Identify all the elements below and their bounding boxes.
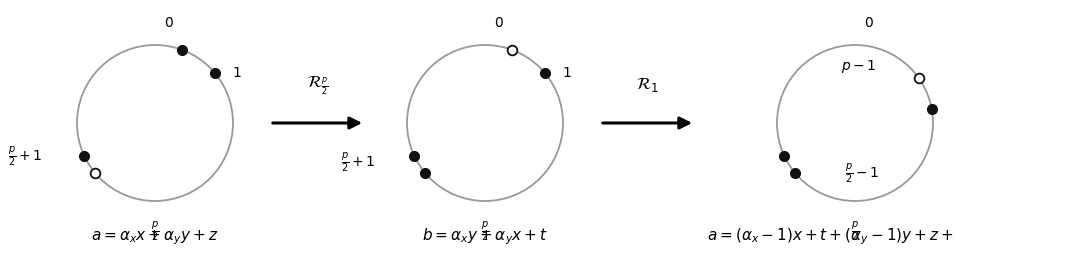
Text: 0: 0: [164, 16, 173, 30]
Text: $p-1$: $p-1$: [841, 58, 876, 75]
Text: $\mathcal{R}_{\frac{p}{2}}$: $\mathcal{R}_{\frac{p}{2}}$: [307, 73, 328, 97]
Text: 0: 0: [864, 16, 873, 30]
Text: 1: 1: [562, 66, 572, 80]
Text: $\frac{p}{2}+1$: $\frac{p}{2}+1$: [7, 144, 43, 168]
Text: $b = \alpha_x y + \alpha_y x + t$: $b = \alpha_x y + \alpha_y x + t$: [422, 226, 548, 247]
Text: $a = \alpha_x x + \alpha_y y + z$: $a = \alpha_x x + \alpha_y y + z$: [92, 228, 218, 247]
Text: 0: 0: [494, 16, 503, 30]
Text: $\frac{p}{2}$: $\frac{p}{2}$: [481, 219, 489, 243]
Text: $a = (\alpha_x - 1)x + t + (\alpha_y - 1)y + z +$: $a = (\alpha_x - 1)x + t + (\alpha_y - 1…: [707, 226, 953, 247]
Text: $\frac{p}{2}+1$: $\frac{p}{2}+1$: [341, 150, 376, 174]
Text: $\frac{p}{2}-1$: $\frac{p}{2}-1$: [846, 161, 880, 185]
Text: $\mathcal{R}_1$: $\mathcal{R}_1$: [636, 75, 659, 94]
Text: $\frac{p}{2}$: $\frac{p}{2}$: [851, 219, 859, 243]
Text: 1: 1: [233, 66, 242, 80]
Text: $\frac{p}{2}$: $\frac{p}{2}$: [151, 219, 159, 243]
